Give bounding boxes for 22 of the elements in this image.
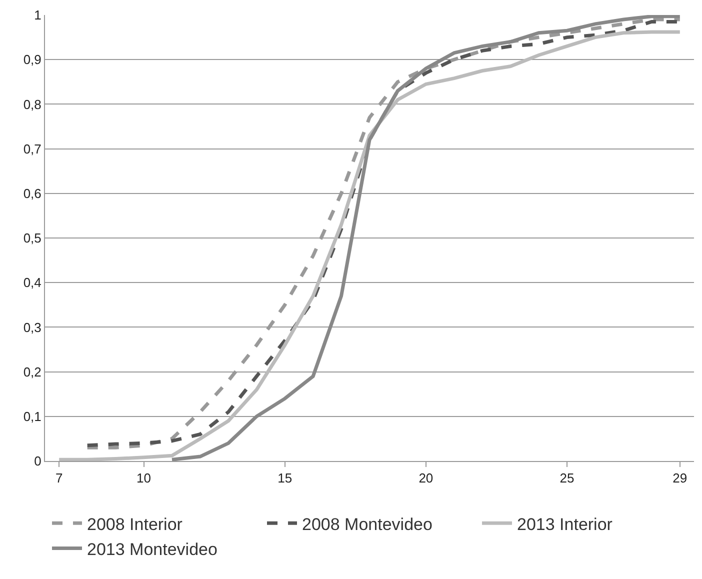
legend-label: 2008 Montevideo bbox=[302, 514, 432, 534]
y-tick-label: 0,4 bbox=[23, 275, 42, 290]
x-tick-label: 7 bbox=[55, 470, 63, 486]
x-tick-label: 25 bbox=[560, 470, 574, 486]
legend-label: 2008 Interior bbox=[87, 514, 183, 534]
y-tick-label: 0,1 bbox=[23, 408, 42, 424]
y-tick-label: 0,5 bbox=[23, 230, 42, 246]
x-tick-label: 20 bbox=[418, 470, 434, 486]
legend-label: 2013 Interior bbox=[517, 514, 613, 534]
y-tick-label: 0,6 bbox=[23, 186, 42, 201]
y-tick-label: 0,9 bbox=[23, 52, 42, 68]
x-tick-label: 10 bbox=[136, 470, 151, 486]
y-tick-label: 0,7 bbox=[23, 141, 42, 156]
y-tick-label: 0,3 bbox=[23, 320, 42, 335]
x-tick-label: 29 bbox=[672, 470, 688, 486]
y-tick-label: 0,2 bbox=[23, 364, 42, 380]
y-tick-label: 1 bbox=[34, 8, 42, 23]
y-tick-label: 0 bbox=[34, 454, 42, 469]
y-tick-label: 0,8 bbox=[23, 96, 42, 112]
line-series bbox=[170, 15, 682, 461]
x-tick-label: 15 bbox=[278, 470, 292, 486]
legend-label: 2013 Montevideo bbox=[87, 540, 218, 559]
